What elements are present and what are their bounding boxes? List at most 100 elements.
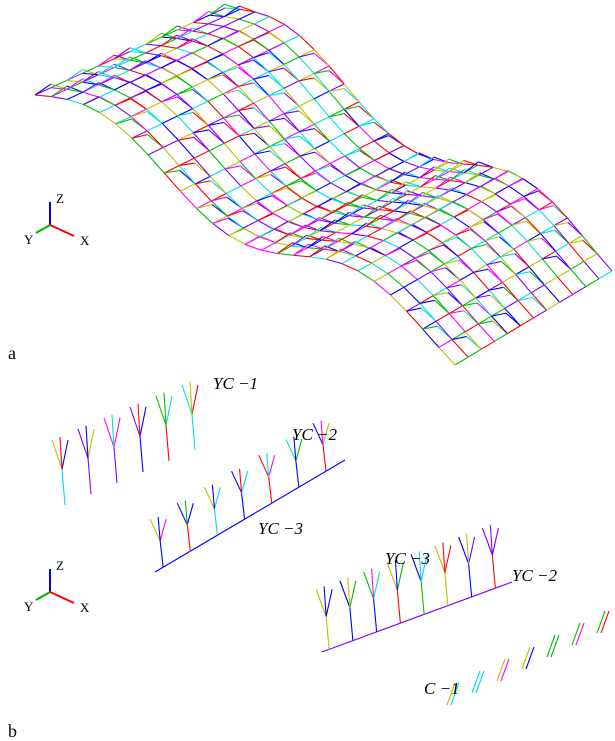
tree-branch: [458, 536, 470, 565]
member: [525, 209, 540, 219]
tree-branch: [155, 395, 167, 426]
member: [528, 266, 545, 286]
member: [486, 260, 502, 266]
member: [196, 203, 213, 209]
member: [113, 56, 131, 68]
member: [502, 274, 517, 283]
member: [441, 242, 459, 257]
member: [178, 136, 194, 141]
member: [341, 263, 359, 272]
member: [333, 211, 350, 224]
tree-trunk: [165, 425, 170, 462]
member: [257, 220, 275, 230]
member: [418, 156, 434, 168]
member: [355, 246, 371, 257]
member: [438, 339, 453, 348]
member: [253, 57, 270, 73]
member: [331, 198, 348, 206]
member: [255, 178, 272, 194]
member: [537, 188, 553, 203]
member: [207, 45, 224, 55]
member: [570, 268, 587, 287]
member: [360, 174, 376, 185]
member: [161, 76, 178, 84]
member: [243, 220, 259, 229]
member: [194, 183, 212, 202]
member: [448, 161, 464, 165]
member: [145, 52, 162, 64]
tree-trunk: [87, 458, 92, 495]
tree-branch: [176, 502, 188, 526]
member: [298, 77, 315, 82]
member: [448, 313, 466, 333]
x-axis: [49, 591, 75, 604]
member: [499, 256, 517, 275]
member: [515, 271, 531, 276]
member: [268, 42, 285, 51]
member: [285, 185, 303, 199]
member: [302, 213, 319, 221]
member: [131, 130, 148, 139]
member: [410, 224, 427, 233]
member: [552, 201, 568, 219]
tree-branch: [165, 395, 173, 426]
member: [299, 151, 316, 157]
member: [395, 220, 412, 226]
axis-triad: [35, 202, 75, 237]
member: [283, 80, 300, 89]
member: [115, 123, 133, 139]
member: [227, 215, 244, 229]
member: [374, 159, 390, 170]
member: [404, 174, 420, 179]
member: [207, 25, 224, 35]
member: [343, 133, 360, 149]
member: [510, 198, 525, 205]
member: [207, 33, 224, 40]
member: [466, 185, 482, 195]
tree-branch: [349, 580, 357, 608]
member: [305, 227, 322, 239]
member: [192, 33, 209, 42]
member: [406, 307, 422, 312]
member: [114, 89, 131, 99]
member: [145, 83, 162, 92]
member: [376, 189, 393, 201]
tree-trunk: [322, 444, 327, 472]
member: [473, 271, 490, 291]
member: [379, 210, 395, 220]
member: [374, 152, 390, 161]
member: [517, 300, 534, 319]
member: [341, 255, 357, 265]
member: [303, 217, 320, 228]
member: [464, 331, 482, 350]
member: [351, 233, 368, 237]
member: [498, 224, 513, 234]
member: [283, 87, 300, 107]
member: [191, 45, 208, 54]
member: [466, 193, 482, 203]
member: [98, 65, 115, 69]
member: [228, 228, 245, 237]
member: [207, 74, 224, 81]
member: [178, 157, 195, 167]
member: [254, 153, 271, 172]
member: [419, 177, 435, 180]
column: [521, 646, 531, 670]
member: [491, 307, 506, 317]
tree-trunk: [61, 469, 66, 506]
member: [238, 23, 255, 32]
axis-triad: [35, 569, 75, 604]
member: [446, 284, 462, 289]
member: [462, 297, 477, 307]
member: [478, 320, 494, 325]
tree-trunk: [295, 460, 300, 488]
axis-label: X: [80, 233, 90, 248]
member: [365, 225, 382, 230]
member: [396, 232, 414, 241]
member: [568, 243, 585, 262]
member: [177, 139, 195, 159]
member: [373, 140, 390, 154]
member: [572, 286, 587, 295]
member: [462, 305, 479, 325]
member: [193, 129, 209, 134]
